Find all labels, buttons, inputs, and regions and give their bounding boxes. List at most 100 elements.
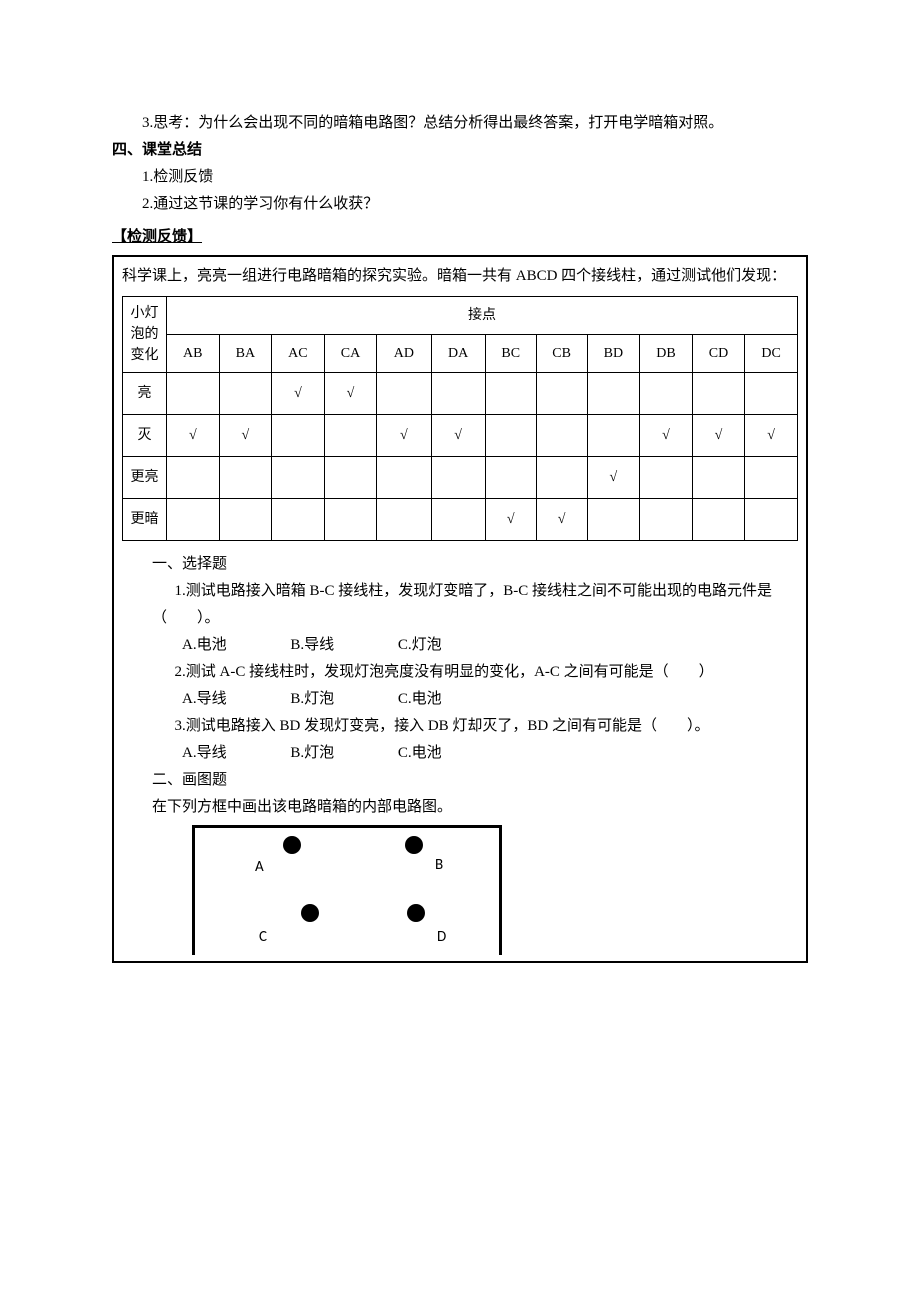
- table-cell: [431, 373, 485, 415]
- questions-sec1-title: 一、选择题: [152, 551, 798, 578]
- table-row-label: 亮: [123, 373, 167, 415]
- table-cell: [640, 373, 693, 415]
- table-cell: [485, 415, 536, 457]
- table-cell: √: [431, 415, 485, 457]
- table-row-label: 灭: [123, 415, 167, 457]
- table-cell: [377, 457, 431, 499]
- table-col-header: AC: [272, 335, 325, 373]
- table-cell: [219, 457, 272, 499]
- table-top-header: 接点: [167, 297, 798, 335]
- table-cell: [219, 499, 272, 541]
- q3-opt-a: A.导线: [182, 740, 227, 767]
- terminal-a-label: A: [255, 854, 264, 881]
- table-cell: [219, 373, 272, 415]
- table-cell: √: [536, 499, 587, 541]
- table-cell: [485, 373, 536, 415]
- questions: 一、选择题 1.测试电路接入暗箱 B-C 接线柱，发现灯变暗了，B-C 接线柱之…: [122, 551, 798, 955]
- terminal-b-label: B: [435, 852, 443, 879]
- table-cell: [536, 373, 587, 415]
- table-cell: √: [692, 415, 745, 457]
- feedback-intro: 科学课上，亮亮一组进行电路暗箱的探究实验。暗箱一共有 ABCD 四个接线柱，通过…: [122, 263, 798, 290]
- terminal-c-label: C: [259, 924, 267, 951]
- table-cell: [692, 457, 745, 499]
- questions-sec2-title: 二、画图题: [152, 767, 798, 794]
- table-row: 小灯泡的变化 接点: [123, 297, 798, 335]
- table-col-header: BA: [219, 335, 272, 373]
- feedback-box: 科学课上，亮亮一组进行电路暗箱的探究实验。暗箱一共有 ABCD 四个接线柱，通过…: [112, 255, 808, 963]
- terminal-d-label: D: [437, 924, 446, 951]
- result-table: 小灯泡的变化 接点 ABBAACCAADDABCCBBDDBCDDC 亮√√灭√…: [122, 296, 798, 541]
- table-cell: √: [377, 415, 431, 457]
- table-row: 更暗 √√: [123, 499, 798, 541]
- question-3: 3.测试电路接入 BD 发现灯变亮，接入 DB 灯却灭了，BD 之间有可能是（ …: [152, 713, 798, 740]
- table-cell: [431, 499, 485, 541]
- table-col-header: CD: [692, 335, 745, 373]
- table-row-label: 更暗: [123, 499, 167, 541]
- table-col-header: AD: [377, 335, 431, 373]
- q2-opt-b: B.灯泡: [290, 686, 334, 713]
- table-col-header: CA: [324, 335, 377, 373]
- section-4-item-2: 2.通过这节课的学习你有什么收获？: [112, 191, 808, 218]
- table-cell: [745, 499, 798, 541]
- table-cell: [324, 499, 377, 541]
- q1-opt-b: B.导线: [290, 632, 334, 659]
- table-cell: √: [324, 373, 377, 415]
- section-4-title: 四、课堂总结: [112, 137, 808, 164]
- table-col-header: BC: [485, 335, 536, 373]
- table-cell: [640, 457, 693, 499]
- left-header-text: 小灯泡的变化: [131, 306, 159, 363]
- table-cell: [536, 457, 587, 499]
- table-col-header: AB: [167, 335, 220, 373]
- table-row-label: 更亮: [123, 457, 167, 499]
- table-cell: √: [272, 373, 325, 415]
- table-cell: [692, 373, 745, 415]
- table-cell: √: [745, 415, 798, 457]
- circuit-box-diagram: A B C D: [192, 825, 502, 955]
- table-col-header: DA: [431, 335, 485, 373]
- table-cell: [587, 499, 640, 541]
- table-cell: [587, 415, 640, 457]
- table-cell: [324, 457, 377, 499]
- table-cell: [167, 373, 220, 415]
- table-cell: [587, 373, 640, 415]
- table-cell: [431, 457, 485, 499]
- q2-opt-a: A.导线: [182, 686, 227, 713]
- table-row: 灭√√√√√√√: [123, 415, 798, 457]
- q1-opt-a: A.电池: [182, 632, 227, 659]
- table-cell: [745, 373, 798, 415]
- q3-opt-c: C.电池: [398, 740, 442, 767]
- table-cell: [272, 415, 325, 457]
- table-cell: √: [219, 415, 272, 457]
- feedback-title: 【检测反馈】: [112, 224, 808, 251]
- diagram-container: A B C D: [202, 825, 798, 955]
- terminal-c-dot: [301, 904, 319, 922]
- terminal-d-dot: [407, 904, 425, 922]
- table-cell: [377, 373, 431, 415]
- table-cell: [692, 499, 745, 541]
- table-col-header: DB: [640, 335, 693, 373]
- table-cell: [324, 415, 377, 457]
- table-cell: [272, 457, 325, 499]
- questions-sec2-intro: 在下列方框中画出该电路暗箱的内部电路图。: [152, 799, 452, 815]
- table-cell: [272, 499, 325, 541]
- intro-line-3: 3.思考：为什么会出现不同的暗箱电路图？总结分析得出最终答案，打开电学暗箱对照。: [112, 110, 808, 137]
- question-2: 2.测试 A-C 接线柱时，发现灯泡亮度没有明显的变化，A-C 之间有可能是（ …: [152, 659, 798, 686]
- table-cell: [485, 457, 536, 499]
- table-col-header: BD: [587, 335, 640, 373]
- table-cell: [745, 457, 798, 499]
- table-cell: [167, 457, 220, 499]
- table-col-header: DC: [745, 335, 798, 373]
- question-1-options: A.电池 B.导线 C.灯泡: [182, 632, 798, 659]
- table-cell: √: [485, 499, 536, 541]
- table-cell: [167, 499, 220, 541]
- question-1: 1.测试电路接入暗箱 B-C 接线柱，发现灯变暗了，B-C 接线柱之间不可能出现…: [152, 578, 798, 632]
- terminal-b-dot: [405, 836, 423, 854]
- table-cell: √: [640, 415, 693, 457]
- q2-opt-c: C.电池: [398, 686, 442, 713]
- q1-opt-c: C.灯泡: [398, 632, 442, 659]
- table-row: 更亮√: [123, 457, 798, 499]
- table-row: 亮 √√: [123, 373, 798, 415]
- body-content: 3.思考：为什么会出现不同的暗箱电路图？总结分析得出最终答案，打开电学暗箱对照。…: [112, 110, 808, 963]
- q3-opt-b: B.灯泡: [290, 740, 334, 767]
- table-cell: [377, 499, 431, 541]
